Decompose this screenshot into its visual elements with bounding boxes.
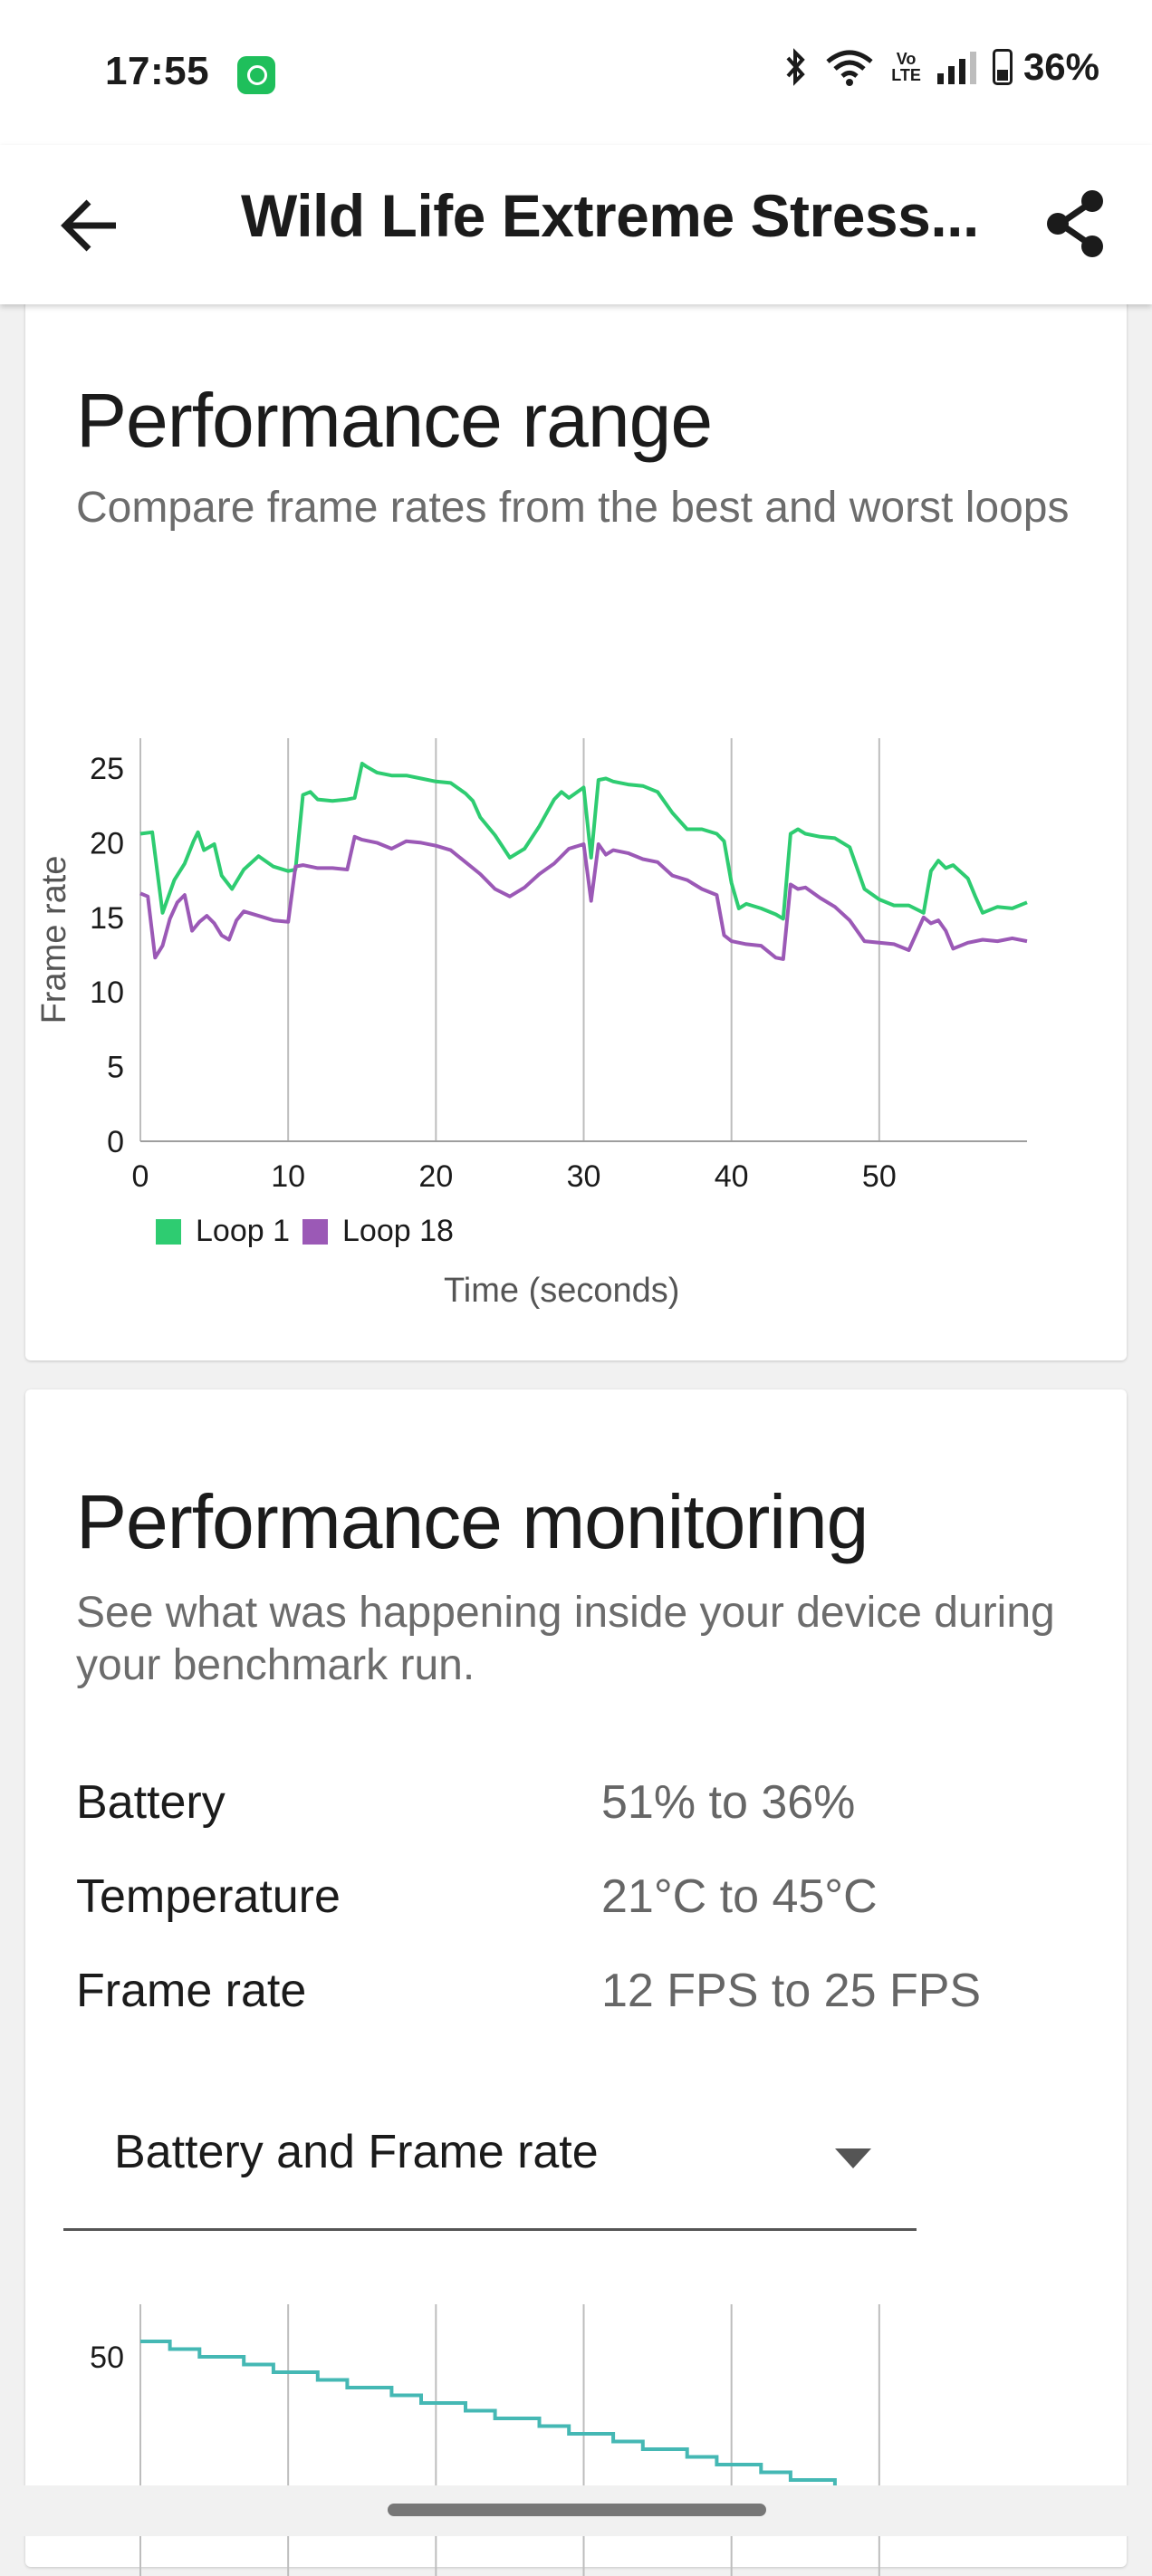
status-bar: 17:55 Vo LTE 36% bbox=[0, 0, 1152, 145]
performance-range-card: Performance range Compare frame rates fr… bbox=[25, 272, 1127, 1360]
x-tick-label: 30 bbox=[567, 1159, 601, 1194]
x-axis-label: Time (seconds) bbox=[444, 1272, 680, 1310]
signal-icon bbox=[936, 50, 976, 84]
series-line-battery bbox=[140, 2340, 941, 2511]
series-line-loop-18 bbox=[139, 834, 1028, 961]
stat-value: 21°C to 45°C bbox=[601, 1870, 878, 1923]
status-time: 17:55 bbox=[105, 49, 210, 93]
app-bar: Wild Life Extreme Stress... bbox=[0, 145, 1152, 304]
x-tick-label: 20 bbox=[418, 1159, 453, 1194]
x-tick-label: 40 bbox=[715, 1159, 749, 1194]
wifi-icon bbox=[826, 50, 873, 86]
chart-type-dropdown[interactable]: Battery and Frame rate bbox=[63, 2087, 917, 2231]
bluetooth-icon bbox=[786, 48, 806, 86]
y-tick-label: 10 bbox=[90, 976, 124, 1010]
page-title: Wild Life Extreme Stress... bbox=[241, 182, 979, 249]
dropdown-selected-value: Battery and Frame rate bbox=[114, 2126, 599, 2178]
series-line-loop-1 bbox=[139, 762, 1028, 921]
battery-icon bbox=[992, 49, 1013, 85]
stat-value: 51% to 36% bbox=[601, 1776, 856, 1829]
legend-swatch-loop-18 bbox=[302, 1219, 328, 1245]
performance-monitoring-subtitle: See what was happening inside your devic… bbox=[76, 1589, 1055, 1689]
volte-top: Vo bbox=[896, 50, 917, 68]
x-tick-label: 0 bbox=[132, 1159, 149, 1194]
y-tick-label: 50 bbox=[90, 2341, 124, 2375]
legend-label-loop-18: Loop 18 bbox=[342, 1214, 454, 1248]
x-tick-label: 50 bbox=[862, 1159, 897, 1194]
volte-icon: Vo LTE bbox=[891, 51, 921, 83]
performance-monitoring-card: Performance monitoring See what was happ… bbox=[25, 1389, 1127, 2576]
stat-label: Temperature bbox=[76, 1870, 341, 1923]
legend-swatch-loop-1 bbox=[156, 1219, 181, 1245]
frame-rate-chart: 0 10 20 30 40 50 0 5 10 15 20 25 Frame rate bbox=[35, 738, 1028, 1194]
stat-value: 12 FPS to 25 FPS bbox=[601, 1965, 982, 2017]
battery-percent: 36% bbox=[1022, 45, 1099, 88]
y-tick-label: 25 bbox=[90, 752, 124, 786]
app-update-icon bbox=[237, 56, 275, 94]
y-tick-label: 20 bbox=[90, 826, 124, 860]
y-axis-label: Frame rate bbox=[35, 856, 73, 1024]
volte-bottom: LTE bbox=[891, 66, 921, 84]
y-tick-label: 0 bbox=[107, 1125, 124, 1159]
performance-range-title: Performance range bbox=[76, 378, 713, 463]
stat-label: Frame rate bbox=[76, 1965, 307, 2017]
stat-label: Battery bbox=[76, 1776, 226, 1829]
y-tick-label: 15 bbox=[90, 901, 124, 936]
x-tick-label: 10 bbox=[271, 1159, 305, 1194]
performance-range-subtitle: Compare frame rates from the best and wo… bbox=[76, 484, 1070, 532]
chevron-down-icon[interactable] bbox=[835, 2148, 871, 2168]
y-tick-label: 5 bbox=[107, 1051, 124, 1085]
share-icon[interactable] bbox=[1036, 183, 1118, 264]
status-icons: Vo LTE 36% bbox=[784, 45, 1099, 89]
gesture-nav-handle[interactable] bbox=[388, 2504, 766, 2516]
back-arrow-icon[interactable] bbox=[53, 185, 134, 266]
performance-monitoring-title: Performance monitoring bbox=[76, 1479, 869, 1564]
legend-label-loop-1: Loop 1 bbox=[196, 1214, 290, 1248]
